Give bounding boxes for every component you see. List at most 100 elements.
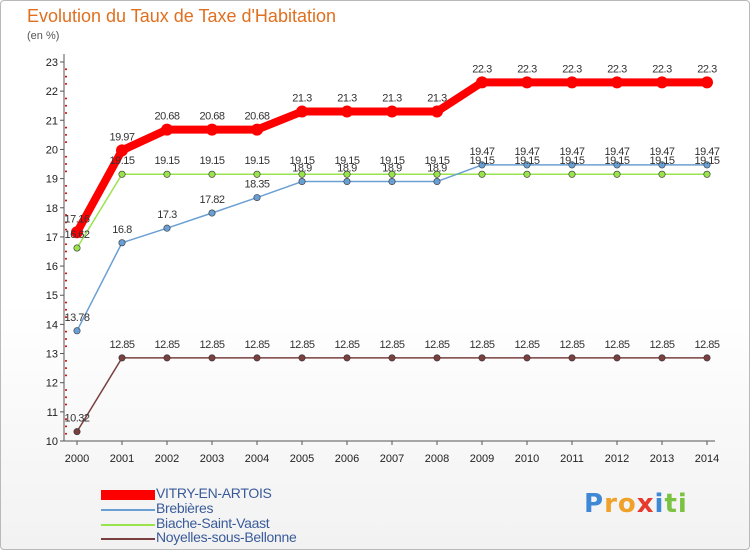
x-tick-label: 2001	[110, 453, 134, 465]
x-tick-label: 2002	[155, 453, 179, 465]
data-label: 19.15	[244, 155, 269, 167]
y-tick-label: 16	[46, 261, 58, 273]
y-minor-dot	[65, 279, 67, 282]
y-minor-dot	[65, 170, 67, 173]
data-point	[703, 161, 711, 169]
y-minor-dot	[65, 388, 67, 391]
y-tick-label: 13	[46, 349, 58, 361]
logo-letter: r	[604, 489, 618, 519]
legend-label: VITRY-EN-ARTOIS	[156, 485, 272, 501]
y-minor-dot	[65, 184, 67, 187]
y-minor-dot	[65, 199, 67, 202]
data-label: 12.85	[604, 339, 629, 351]
x-tick-label: 2009	[470, 453, 494, 465]
x-tick-label: 2010	[515, 453, 539, 465]
x-tick-label: 2006	[335, 453, 359, 465]
legend-swatch	[101, 490, 155, 500]
y-tick-label: 15	[46, 290, 58, 302]
data-label: 19.47	[514, 146, 539, 158]
data-point	[388, 354, 396, 362]
y-minor-dot	[65, 192, 67, 195]
data-point	[478, 354, 486, 362]
y-minor-dot	[65, 97, 67, 100]
x-tick-label: 2007	[380, 453, 404, 465]
logo-letter: t	[664, 489, 678, 519]
logo-letter: i	[677, 489, 688, 519]
x-tick-label: 2004	[245, 453, 269, 465]
x-tick-label: 2008	[425, 453, 449, 465]
data-point	[703, 354, 711, 362]
data-point	[298, 170, 306, 178]
data-label: 19.47	[694, 146, 719, 158]
data-label: 12.85	[244, 339, 269, 351]
data-label: 19.15	[469, 155, 494, 167]
data-point	[386, 105, 398, 118]
y-minor-dot	[65, 155, 67, 158]
data-label: 12.85	[289, 339, 314, 351]
data-point	[73, 327, 81, 335]
data-label: 17.16	[64, 213, 89, 225]
y-minor-dot	[65, 214, 67, 217]
data-point	[388, 178, 396, 186]
data-label: 12.85	[514, 339, 539, 351]
data-label: 19.15	[334, 155, 359, 167]
data-point	[161, 123, 173, 136]
data-label: 17.82	[199, 194, 224, 206]
data-label: 19.47	[649, 146, 674, 158]
data-point	[73, 428, 81, 436]
data-label: 22.3	[697, 63, 717, 75]
data-point	[568, 161, 576, 169]
y-minor-dot	[65, 250, 67, 253]
y-minor-dot	[65, 221, 67, 224]
data-point	[163, 170, 171, 178]
legend-label: Brebières	[156, 500, 214, 516]
data-label: 22.3	[517, 63, 537, 75]
data-point	[521, 76, 533, 89]
y-minor-dot	[65, 104, 67, 107]
data-point	[568, 354, 576, 362]
data-point	[251, 123, 263, 136]
data-point	[431, 105, 443, 118]
y-tick-label: 21	[46, 115, 58, 127]
logo-letter: o	[617, 489, 637, 519]
data-label: 12.85	[154, 339, 179, 351]
data-point	[206, 123, 218, 136]
data-label: 17.3	[157, 209, 177, 221]
y-tick-label: 18	[46, 203, 58, 215]
legend-swatch	[101, 538, 155, 540]
data-label: 12.85	[469, 339, 494, 351]
legend-label: Biache-Saint-Vaast	[156, 515, 270, 531]
y-tick-label: 14	[46, 319, 58, 331]
y-tick-label: 22	[46, 86, 58, 98]
data-label: 19.15	[694, 155, 719, 167]
data-label: 19.15	[199, 155, 224, 167]
data-label: 22.3	[472, 63, 492, 75]
logo-letter: x	[636, 489, 655, 519]
data-point	[613, 170, 621, 178]
data-label: 19.47	[469, 146, 494, 158]
data-point	[116, 144, 128, 157]
y-minor-dot	[65, 337, 67, 340]
y-tick-label: 11	[47, 407, 58, 419]
y-minor-dot	[65, 308, 67, 311]
y-minor-dot	[65, 228, 67, 231]
y-tick-label: 20	[46, 144, 58, 156]
data-label: 19.97	[109, 131, 134, 143]
chart-title: Evolution du Taux de Taxe d'Habitation	[27, 6, 336, 26]
data-point	[568, 170, 576, 178]
data-point	[658, 170, 666, 178]
data-point	[253, 354, 261, 362]
data-point	[388, 170, 396, 178]
data-point	[253, 170, 261, 178]
proxiti-logo: Proxiti	[584, 489, 688, 519]
y-tick-label: 19	[46, 174, 58, 186]
data-label: 18.9	[427, 163, 447, 175]
data-label: 20.68	[244, 111, 269, 123]
data-label: 19.15	[514, 155, 539, 167]
logo-letter: P	[584, 489, 605, 519]
y-minor-dot	[65, 163, 67, 166]
data-point	[433, 170, 441, 178]
data-label: 21.3	[427, 93, 447, 105]
